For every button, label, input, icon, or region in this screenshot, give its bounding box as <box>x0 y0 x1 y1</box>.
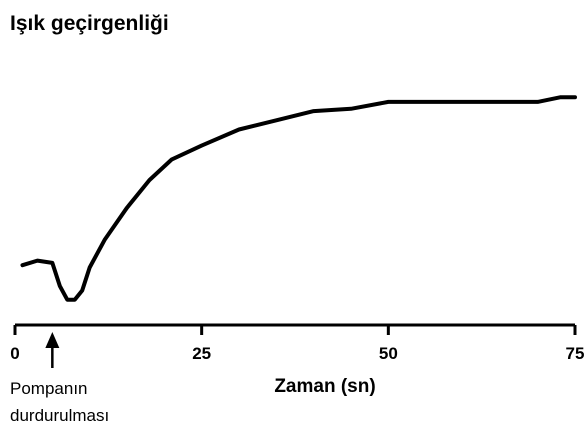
chart-title: Işık geçirgenliği <box>10 12 169 35</box>
annotation-text: Pompanın <box>10 379 88 398</box>
x-tick-label: 25 <box>192 344 211 363</box>
x-tick-label: 0 <box>10 344 19 363</box>
annotation-arrowhead <box>45 332 60 348</box>
x-tick-label: 75 <box>566 344 585 363</box>
line <box>20 95 577 302</box>
x-axis-label: Zaman (sn) <box>274 376 375 397</box>
x-tick-label: 50 <box>379 344 398 363</box>
annotation-text: durdurulması <box>10 406 109 425</box>
